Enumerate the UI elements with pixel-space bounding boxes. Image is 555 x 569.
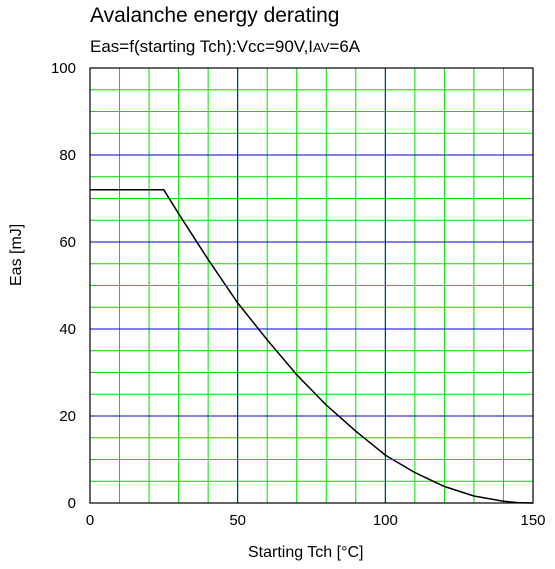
x-tick-label: 50 — [229, 512, 246, 529]
y-tick-label: 80 — [59, 147, 76, 164]
x-axis-label: Starting Tch [°C] — [248, 544, 364, 561]
x-tick-label: 150 — [520, 512, 545, 529]
y-tick-label: 100 — [51, 60, 76, 77]
chart-subtitle: Eas=f(starting Tch):Vcc=90V,IAV=6A — [90, 37, 360, 57]
subtitle-part-main: Eas=f(starting Tch):Vcc=90V,I — [90, 37, 314, 56]
y-tick-label: 0 — [68, 495, 76, 512]
y-tick-label: 40 — [59, 321, 76, 338]
x-tick-label: 0 — [86, 512, 94, 529]
chart-title: Avalanche energy derating — [90, 4, 340, 27]
plot-frame — [89, 67, 534, 504]
subtitle-part-subscript: AV — [313, 40, 330, 55]
y-tick-label: 20 — [59, 408, 76, 425]
series-line — [90, 189, 534, 504]
x-tick-label: 100 — [373, 512, 398, 529]
subtitle-part-end: =6A — [329, 37, 361, 56]
y-tick-label: 60 — [59, 234, 76, 251]
